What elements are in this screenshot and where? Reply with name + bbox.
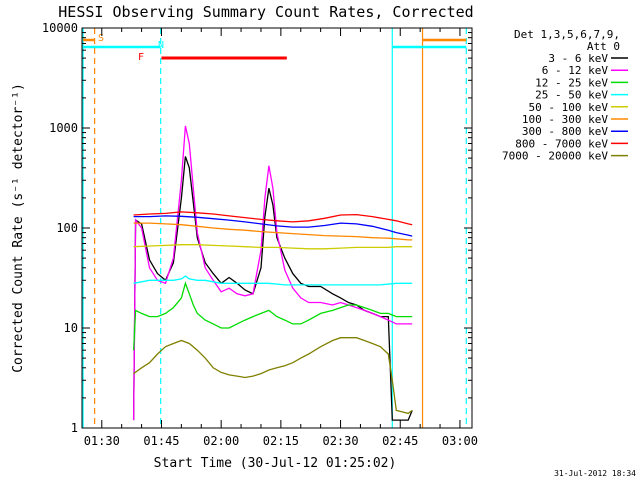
series-100-300-kev: [133, 222, 413, 241]
series-12-25-kev: [132, 281, 413, 351]
series-25-50-kev: [133, 275, 413, 286]
legend-label-800-7000-kev: 800 - 7000 keV: [515, 137, 608, 150]
legend-label-100-300-kev: 100 - 300 keV: [522, 113, 608, 126]
x-tick-label-03-00: 03:00: [442, 434, 478, 448]
legend-label-6-12-kev: 6 - 12 keV: [542, 64, 609, 77]
marker-f: F: [138, 52, 144, 63]
y-tick-label-1000: 1000: [49, 121, 78, 135]
series-3-6-kev: [132, 156, 413, 421]
y-tick-label-100: 100: [56, 221, 78, 235]
x-tick-label-01-45: 01:45: [143, 434, 179, 448]
x-tick-label-02-45: 02:45: [382, 434, 418, 448]
marker-s: S: [98, 33, 104, 44]
y-axis-label: Corrected Count Rate (s⁻¹ detector⁻¹): [11, 83, 26, 373]
y-tick-label-1: 1: [71, 421, 78, 435]
series-7000-20000-kev: [133, 337, 413, 415]
legend-label-50-100-kev: 50 - 100 keV: [529, 101, 609, 114]
y-tick-label-10: 10: [64, 321, 78, 335]
marker-n: N: [158, 40, 164, 51]
legend-label-7000-20000-kev: 7000 - 20000 keV: [502, 150, 608, 163]
chart-title: HESSI Observing Summary Count Rates, Cor…: [58, 3, 473, 21]
axes: 01:30 01:45 02:00 02:15 02:30 02:45 03:00 1 10 10…: [42, 21, 478, 448]
legend-header-line-0: Det 1,3,5,6,7,9,: [514, 28, 620, 41]
series-layer: [132, 125, 413, 421]
legend-label-300-800-kev: 300 - 800 keV: [522, 125, 608, 138]
x-tick-label-02-00: 02:00: [203, 434, 239, 448]
x-axis-label: Start Time (30-Jul-12 01:25:02): [154, 456, 397, 471]
chart-title-group: HESSI Observing Summary Count Rates, Cor…: [58, 3, 473, 21]
series-6-12-kev: [132, 125, 413, 421]
legend-header-line-1: Att 0: [587, 40, 620, 53]
footer-timestamp: 31-Jul-2012 18:34: [554, 469, 636, 478]
legend-label-25-50-kev: 25 - 50 keV: [535, 89, 608, 102]
series-50-100-kev: [133, 244, 413, 250]
y-tick-label-10000: 10000: [42, 21, 78, 35]
x-tick-label-01-30: 01:30: [84, 434, 120, 448]
series-300-800-kev: [133, 215, 413, 237]
x-tick-label-02-15: 02:15: [263, 434, 299, 448]
x-tick-label-02-30: 02:30: [322, 434, 358, 448]
legend-label-12-25-kev: 12 - 25 keV: [535, 76, 608, 89]
series-800-7000-kev: [133, 211, 413, 226]
legend-label-3-6-kev: 3 - 6 keV: [548, 52, 608, 65]
